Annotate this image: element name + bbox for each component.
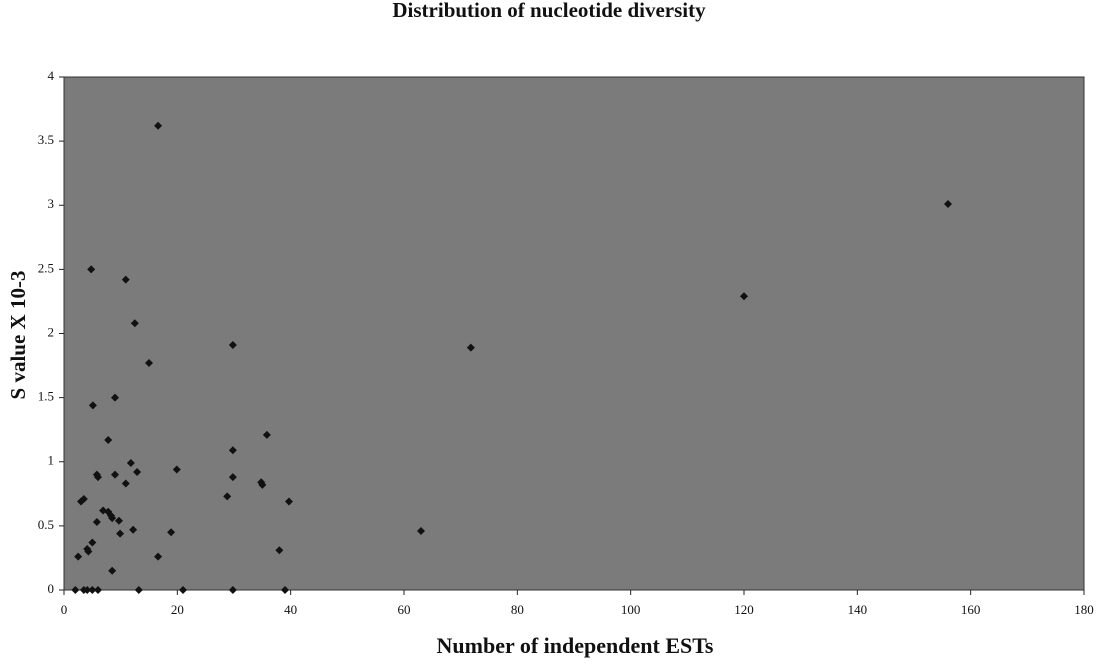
point [262,430,271,439]
plot-area [63,76,1085,591]
point [740,292,748,301]
point [121,275,130,284]
x-tick-label: 160 [961,602,981,617]
point [74,552,83,561]
point [133,468,142,477]
x-tick-label: 140 [848,602,868,617]
point [84,547,93,556]
point [121,479,130,488]
point [275,546,284,555]
y-tick-label: 0 [48,581,55,596]
point [126,459,135,468]
point [83,586,92,594]
x-tick-label: 60 [398,602,411,617]
point [111,393,119,402]
point [94,586,102,594]
y-tick-label: 3 [48,196,55,211]
y-tick-label: 2.5 [38,260,54,275]
point [281,586,289,594]
point [417,527,425,536]
point [104,435,113,444]
point [228,446,237,455]
y-tick-label: 3.5 [38,132,54,147]
point [284,497,293,506]
point [108,566,117,575]
point [466,343,475,352]
y-axis-label: S value X 10-3 [6,271,30,400]
y-tick-label: 2 [48,324,55,339]
y-tick-label: 1 [48,453,55,468]
point [154,552,163,561]
point [154,121,163,130]
point [228,341,237,350]
y-tick-label: 4 [48,68,55,83]
point [116,529,125,538]
x-axis-label: Number of independent ESTs [437,633,714,658]
point [111,470,119,479]
point [228,473,237,482]
point [172,465,181,474]
chart-title: Distribution of nucleotide diversity [392,0,706,22]
point [92,518,101,527]
y-tick-label: 0.5 [38,517,54,532]
point [94,473,102,482]
x-tick-label: 0 [61,602,68,617]
x-tick-label: 100 [621,602,641,617]
point [167,528,176,537]
x-tick-label: 40 [284,602,297,617]
point [223,492,232,501]
point [71,586,80,594]
point [944,199,952,208]
point [258,480,267,489]
point [114,516,123,525]
point [88,538,97,547]
point [77,497,85,506]
point [179,586,187,594]
point [228,586,237,594]
point [134,586,143,594]
point [145,358,153,367]
point [88,401,97,410]
x-tick-label: 180 [1074,602,1094,617]
point [104,507,113,516]
point [130,319,139,328]
point [129,525,138,534]
x-tick-label: 20 [171,602,184,617]
x-tick-label: 80 [511,602,524,617]
x-tick-label: 120 [734,602,754,617]
point [108,514,117,523]
y-tick-label: 1.5 [38,389,54,404]
point [87,265,96,274]
point [88,586,97,594]
